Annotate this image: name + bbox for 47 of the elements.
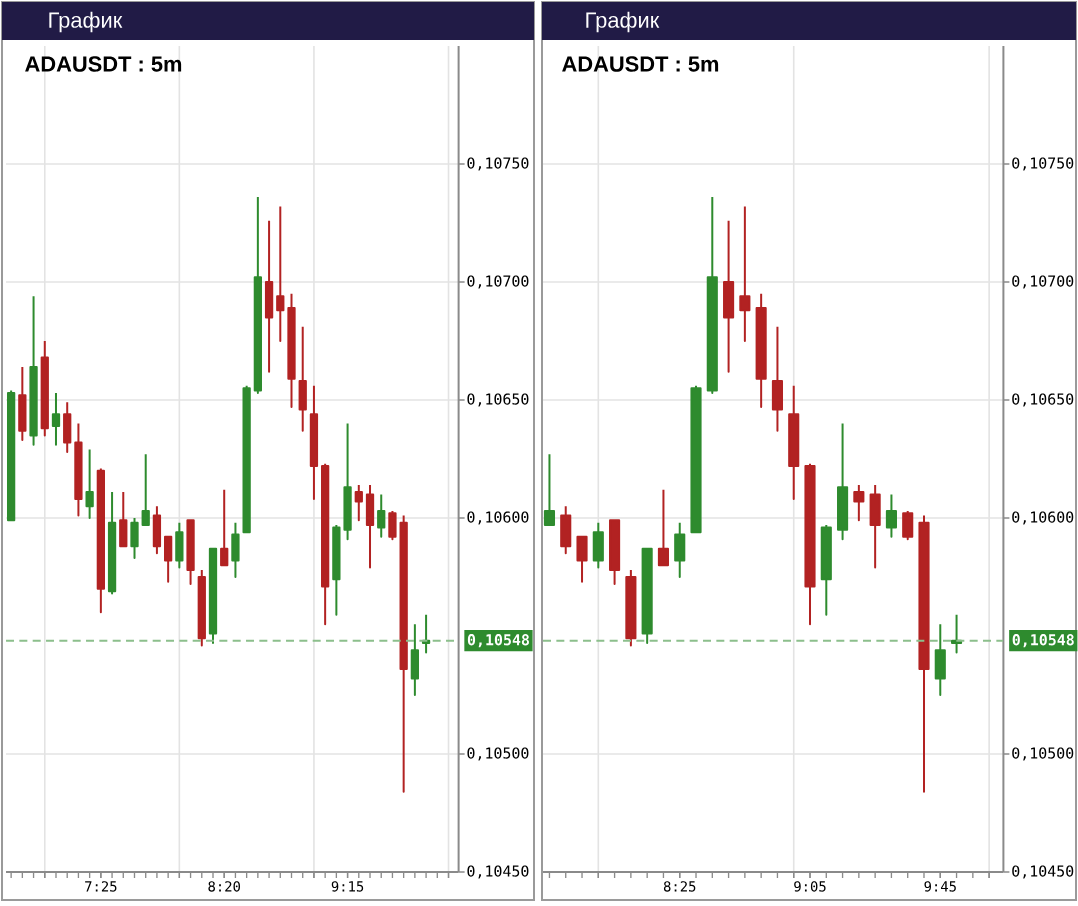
candlestick bbox=[107, 491, 117, 595]
candlestick bbox=[231, 521, 240, 578]
candlestick bbox=[853, 483, 865, 522]
candlestick bbox=[40, 339, 49, 437]
candlestick bbox=[641, 547, 653, 645]
candlestick bbox=[543, 453, 556, 527]
candlestick bbox=[186, 519, 195, 586]
candlestick bbox=[869, 483, 881, 569]
candlestick bbox=[902, 509, 914, 541]
candlestick bbox=[410, 623, 420, 696]
chart-title: График bbox=[49, 11, 123, 33]
candlestick bbox=[6, 389, 16, 522]
candlestick bbox=[755, 292, 767, 409]
candlestick bbox=[706, 196, 718, 394]
chart-subtitle: ADAUSDT : 5m bbox=[562, 56, 719, 72]
candlestick bbox=[208, 547, 218, 645]
chart-title: График bbox=[586, 11, 660, 33]
candlestick bbox=[51, 391, 61, 446]
candlestick bbox=[96, 467, 105, 614]
candlestick bbox=[804, 462, 816, 626]
candlestick bbox=[197, 568, 206, 647]
candlestick bbox=[723, 219, 735, 373]
candlestick bbox=[657, 488, 669, 567]
candlestick bbox=[625, 568, 637, 647]
candlestick bbox=[771, 325, 784, 432]
candlestick bbox=[298, 325, 307, 432]
candlestick bbox=[788, 384, 800, 501]
candlestick bbox=[739, 205, 751, 342]
candlestick bbox=[377, 493, 386, 538]
candlestick bbox=[609, 519, 621, 586]
candlestick bbox=[918, 514, 930, 793]
candlestick bbox=[690, 384, 702, 534]
candlestick bbox=[576, 535, 588, 583]
candlestick bbox=[560, 505, 572, 555]
candlestick bbox=[885, 493, 897, 538]
candlestick bbox=[18, 365, 27, 442]
candlestick bbox=[592, 521, 604, 569]
candlestick bbox=[820, 524, 832, 616]
candlestick bbox=[85, 448, 94, 519]
candlestick bbox=[119, 491, 128, 548]
chart-subtitle: ADAUSDT : 5m bbox=[25, 56, 182, 72]
candlestick bbox=[837, 422, 849, 541]
candlestick bbox=[674, 521, 686, 578]
candlestick bbox=[175, 521, 184, 569]
candlestick bbox=[29, 295, 38, 446]
candlestick bbox=[934, 623, 946, 696]
candlestick bbox=[220, 488, 229, 567]
